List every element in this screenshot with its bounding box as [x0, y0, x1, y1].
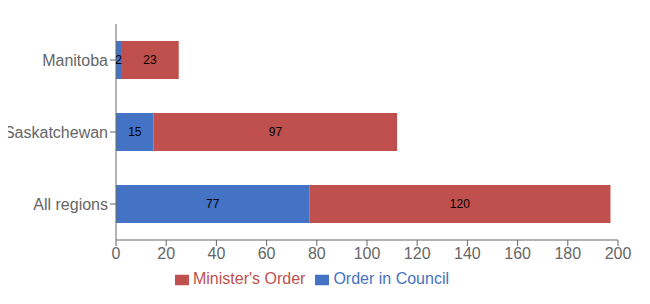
- svg-text:100: 100: [354, 245, 381, 262]
- svg-text:140: 140: [454, 245, 481, 262]
- svg-text:77: 77: [206, 197, 220, 211]
- svg-text:Manitoba: Manitoba: [42, 52, 108, 69]
- svg-text:80: 80: [308, 245, 326, 262]
- svg-text:60: 60: [258, 245, 276, 262]
- svg-text:180: 180: [554, 245, 581, 262]
- svg-text:97: 97: [269, 125, 283, 139]
- svg-text:20: 20: [157, 245, 175, 262]
- svg-text:160: 160: [504, 245, 531, 262]
- svg-text:All regions: All regions: [33, 196, 108, 213]
- svg-text:Saskatchewan: Saskatchewan: [8, 124, 108, 141]
- svg-text:200: 200: [605, 245, 632, 262]
- svg-text:23: 23: [143, 53, 157, 67]
- html-text:Order in Council: Order in Council: [333, 270, 449, 287]
- svg-text:120: 120: [450, 197, 470, 211]
- svg-text:40: 40: [208, 245, 226, 262]
- svg-text:2: 2: [115, 53, 122, 67]
- svg-text:15: 15: [128, 125, 142, 139]
- svg-text:120: 120: [404, 245, 431, 262]
- html-text:Minister's Order: Minister's Order: [193, 270, 306, 287]
- svg-text:0: 0: [112, 245, 121, 262]
